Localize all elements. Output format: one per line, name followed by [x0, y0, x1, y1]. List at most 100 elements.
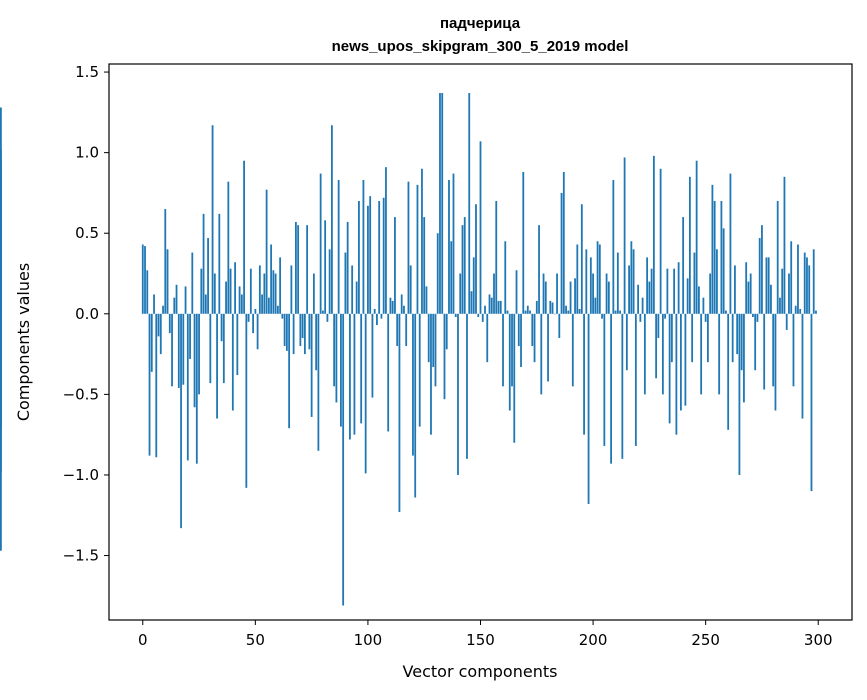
- bar: [153, 294, 155, 314]
- bar: [612, 180, 615, 314]
- bar: [734, 265, 736, 314]
- bar: [364, 313, 367, 474]
- bar: [180, 313, 182, 529]
- bar: [533, 313, 536, 363]
- x-tick-label: 250: [691, 631, 720, 649]
- bar: [283, 313, 286, 347]
- bar: [803, 252, 806, 314]
- bar: [596, 241, 599, 314]
- bar: [815, 310, 817, 314]
- bar: [457, 313, 459, 475]
- bar: [774, 313, 777, 411]
- bar: [558, 313, 561, 338]
- bar: [698, 286, 700, 314]
- bar: [729, 173, 732, 314]
- bar: [725, 310, 727, 314]
- bar: [565, 305, 567, 314]
- bar: [754, 313, 757, 371]
- bar: [231, 313, 234, 411]
- bar: [340, 313, 342, 427]
- bar: [486, 313, 489, 363]
- bar: [756, 313, 759, 322]
- bar: [765, 257, 768, 314]
- x-axis-label: Vector components: [403, 662, 558, 681]
- bar: [679, 313, 682, 411]
- bar: [589, 257, 592, 314]
- bar: [312, 273, 315, 314]
- bar: [394, 217, 396, 314]
- bar: [749, 273, 752, 314]
- bar: [540, 313, 543, 395]
- bar: [511, 313, 513, 387]
- bar: [812, 249, 815, 314]
- bar: [801, 313, 804, 419]
- bar: [752, 313, 754, 318]
- bar: [184, 286, 187, 314]
- bar: [702, 297, 705, 314]
- y-tick-label: 1.5: [75, 63, 99, 81]
- bar: [335, 313, 338, 403]
- bar: [0, 313, 2, 472]
- bar: [162, 305, 164, 314]
- bar: [150, 313, 153, 372]
- bar: [601, 313, 603, 319]
- bar: [592, 273, 594, 314]
- bar: [193, 313, 196, 408]
- bar: [670, 313, 673, 363]
- bar: [159, 313, 162, 355]
- bar: [328, 249, 331, 314]
- bar: [583, 313, 585, 435]
- bar: [713, 200, 716, 314]
- bar: [279, 257, 282, 314]
- bar: [758, 238, 761, 314]
- bar: [452, 173, 455, 314]
- bar: [466, 313, 468, 459]
- bar-series: [0, 93, 817, 606]
- bar: [441, 93, 444, 314]
- bar: [292, 313, 295, 355]
- bar: [240, 294, 243, 314]
- bar: [243, 160, 245, 314]
- bar: [479, 141, 482, 314]
- bar: [535, 300, 538, 314]
- bar: [252, 313, 254, 334]
- bar: [488, 294, 491, 314]
- bar: [225, 281, 227, 314]
- bar: [236, 313, 239, 376]
- bar: [585, 249, 588, 314]
- bar: [594, 297, 597, 314]
- bar: [319, 173, 322, 314]
- bar: [398, 313, 401, 513]
- bar: [337, 180, 340, 314]
- bar: [448, 180, 450, 314]
- bar: [560, 192, 563, 314]
- bar: [306, 225, 309, 314]
- bar: [333, 313, 336, 387]
- bar: [168, 313, 171, 334]
- bar: [371, 313, 374, 398]
- chart-title: падчерица: [440, 15, 521, 32]
- bar: [245, 313, 248, 488]
- x-tick-label: 100: [354, 631, 383, 649]
- bar: [806, 257, 808, 314]
- bar: [808, 265, 811, 314]
- bar: [324, 220, 327, 314]
- bar: [263, 273, 266, 314]
- bar: [434, 313, 437, 387]
- bar: [661, 313, 664, 395]
- x-tick-label: 50: [246, 631, 265, 649]
- bar: [499, 300, 502, 314]
- x-tick-label: 200: [579, 631, 608, 649]
- bar: [414, 313, 417, 498]
- bar: [531, 313, 534, 347]
- bar: [652, 155, 655, 314]
- bar: [720, 200, 723, 314]
- bar: [294, 221, 297, 314]
- bar: [657, 313, 660, 338]
- y-axis-label: Components values: [14, 263, 33, 421]
- bar: [810, 313, 813, 492]
- bar: [204, 294, 207, 314]
- bar: [646, 257, 649, 314]
- bar: [288, 313, 291, 429]
